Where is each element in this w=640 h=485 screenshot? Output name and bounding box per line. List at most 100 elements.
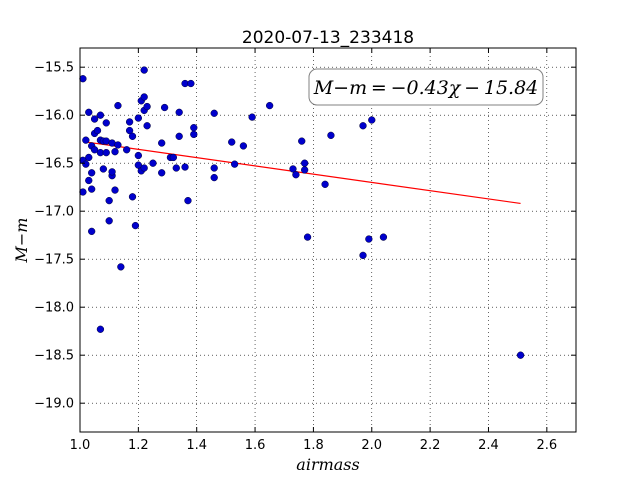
data-point xyxy=(143,122,151,130)
y-tick-label: −17.0 xyxy=(34,205,74,220)
data-point xyxy=(230,160,239,168)
data-point xyxy=(88,185,96,193)
data-point xyxy=(160,103,169,112)
data-point xyxy=(210,109,218,117)
x-tick-label: 1.6 xyxy=(245,438,266,453)
data-points xyxy=(79,66,525,359)
data-point xyxy=(128,193,137,201)
data-point xyxy=(321,180,329,188)
data-point xyxy=(359,251,367,260)
data-point xyxy=(301,159,309,167)
data-point xyxy=(88,169,96,177)
data-point xyxy=(134,114,143,122)
data-point xyxy=(190,130,198,139)
annotation-box: M−m = −0.43χ − 15.84 xyxy=(308,68,544,106)
x-tick-label: 1.0 xyxy=(70,438,91,453)
data-point xyxy=(134,161,143,169)
axis-ticks: 1.0 1.2 1.4 1.6 1.8 2.0 2.2 2.4 2.6 −15.5 −16.0 −16… xyxy=(34,48,576,453)
data-point xyxy=(143,102,151,111)
fit-line xyxy=(82,140,521,205)
data-point xyxy=(184,196,192,205)
x-tick-label: 1.2 xyxy=(128,438,149,453)
data-point xyxy=(158,169,166,177)
data-point xyxy=(79,188,87,196)
data-point xyxy=(108,168,116,176)
data-point xyxy=(149,159,157,167)
x-axis-label: airmass xyxy=(296,455,359,474)
data-point xyxy=(187,79,195,88)
data-point xyxy=(85,176,93,185)
x-tick-label: 2.4 xyxy=(478,438,499,453)
data-point xyxy=(210,173,218,182)
data-point xyxy=(140,93,148,101)
data-point xyxy=(239,142,248,150)
annotation-frame xyxy=(308,68,544,106)
data-point xyxy=(169,153,178,162)
data-point xyxy=(379,233,388,241)
data-point xyxy=(158,139,166,147)
data-point xyxy=(102,148,110,157)
data-point xyxy=(96,111,105,119)
data-point xyxy=(303,233,312,241)
data-point xyxy=(516,351,525,359)
data-point xyxy=(79,75,87,83)
data-point xyxy=(359,122,367,130)
data-point xyxy=(368,116,376,124)
data-point xyxy=(114,141,122,149)
data-point xyxy=(140,164,148,172)
data-point xyxy=(114,101,122,110)
data-point xyxy=(327,131,335,140)
data-point xyxy=(190,124,198,132)
data-point xyxy=(210,164,218,172)
chart-title: 2020-07-13_233418 xyxy=(242,28,414,48)
data-point xyxy=(105,217,113,225)
data-point xyxy=(90,146,99,154)
data-point xyxy=(99,165,107,173)
data-point xyxy=(265,101,274,110)
fit-line-layer xyxy=(82,140,521,205)
x-tick-label: 2.6 xyxy=(536,438,557,453)
y-axis-label: M−m xyxy=(12,218,31,264)
data-point xyxy=(172,164,180,172)
data-point xyxy=(82,160,90,168)
data-point xyxy=(93,126,102,135)
y-tick-label: −17.5 xyxy=(34,253,74,268)
x-tick-label: 1.8 xyxy=(303,438,324,453)
data-point xyxy=(105,196,113,205)
y-tick-label: −15.5 xyxy=(34,61,74,76)
data-point xyxy=(365,235,373,243)
data-point xyxy=(125,126,134,135)
data-point xyxy=(117,263,125,271)
x-tick-label: 2.0 xyxy=(361,438,382,453)
fit-equation: M−m = −0.43χ − 15.84 xyxy=(313,77,539,99)
data-point xyxy=(181,163,189,171)
data-point xyxy=(175,108,183,116)
grid xyxy=(79,48,576,432)
data-point xyxy=(134,151,143,160)
data-point xyxy=(85,153,93,162)
data-point xyxy=(301,166,309,174)
data-point xyxy=(140,66,148,74)
data-point xyxy=(289,165,297,173)
y-tick-label: −16.0 xyxy=(34,109,74,124)
x-tick-label: 2.2 xyxy=(420,438,441,453)
y-tick-label: −19.0 xyxy=(34,397,74,412)
data-point xyxy=(82,136,90,144)
data-point xyxy=(111,186,119,194)
data-point xyxy=(102,119,110,127)
plot-frame xyxy=(79,47,577,433)
data-point xyxy=(88,227,96,236)
data-point xyxy=(228,138,236,146)
x-tick-label: 1.4 xyxy=(186,438,207,453)
data-point xyxy=(90,115,99,123)
data-point xyxy=(85,108,93,116)
data-point xyxy=(175,132,183,140)
data-point xyxy=(298,137,306,145)
data-point xyxy=(128,132,137,140)
data-point xyxy=(123,146,131,154)
y-tick-label: −18.0 xyxy=(34,301,74,316)
data-point xyxy=(248,113,256,121)
data-point xyxy=(131,221,140,230)
